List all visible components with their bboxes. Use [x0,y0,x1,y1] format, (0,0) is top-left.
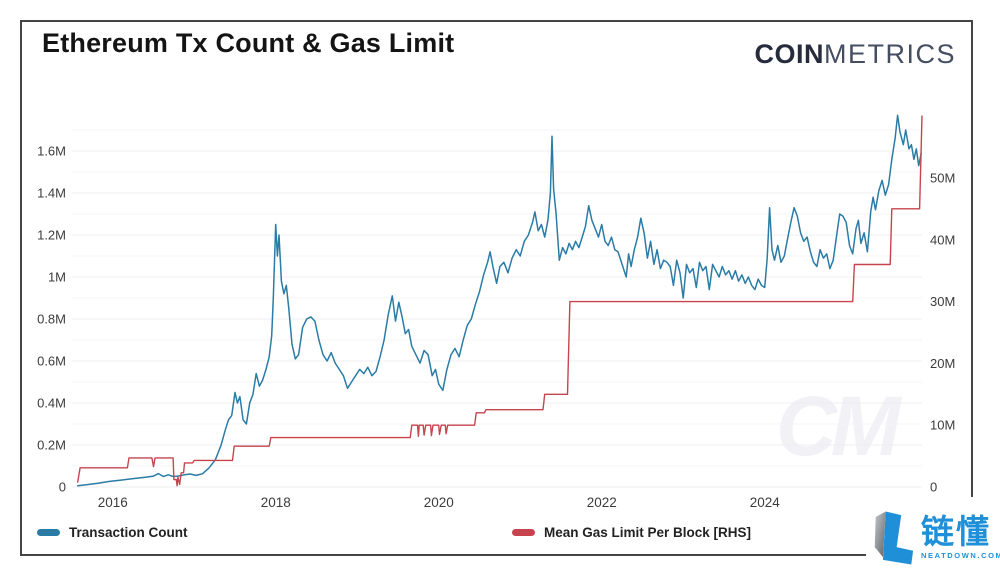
y-left-tick-label: 0.6M [37,353,66,368]
y-right-tick-label: 40M [930,232,955,247]
y-right-tick-label: 50M [930,170,955,185]
chart-legend: Transaction Count Mean Gas Limit Per Blo… [0,523,1000,543]
x-tick-label: 2020 [424,495,454,510]
neatdown-cjk: 链懂 [921,513,991,551]
neatdown-logo: 链懂 NEATDOWN.COM [866,497,1000,578]
chart-card [20,20,973,556]
x-tick-label: 2024 [750,495,781,510]
brand-coin: COIN [754,39,824,69]
y-left-tick-label: 0.8M [37,311,66,326]
y-right-tick-label: 20M [930,356,955,371]
x-tick-label: 2016 [98,495,128,510]
legend-label: Mean Gas Limit Per Block [RHS] [544,524,752,540]
legend-label: Transaction Count [69,524,188,540]
y-left-tick-label: 1.2M [37,227,66,242]
legend-item-transaction-count: Transaction Count [37,523,188,541]
y-left-tick-label: 0 [59,480,66,495]
y-left-tick-label: 1M [48,269,66,284]
series-line-left [76,114,922,487]
cm-watermark: CM [776,379,901,473]
y-left-tick-label: 1.6M [37,143,66,158]
x-tick-label: 2018 [261,495,291,510]
y-left-tick-label: 0.2M [37,437,66,452]
legend-swatch-blue [37,528,60,536]
x-tick-label: 2022 [587,495,617,510]
neatdown-text: 链懂 NEATDOWN.COM [921,515,1000,560]
y-right-tick-label: 0 [930,480,937,495]
coinmetrics-logo: COINMETRICS [755,39,957,70]
neatdown-site: NEATDOWN.COM [921,551,1000,561]
chart-title: Ethereum Tx Count & Gas Limit [42,28,455,58]
neatdown-l-icon [874,511,914,564]
y-right-tick-label: 30M [930,294,955,309]
series-line-right [76,115,923,487]
legend-item-gas-limit: Mean Gas Limit Per Block [RHS] [512,523,751,541]
y-left-tick-label: 1.4M [37,185,66,200]
legend-swatch-red [512,528,535,536]
y-left-tick-label: 0.4M [37,395,66,410]
brand-metrics: METRICS [824,39,956,69]
y-right-tick-label: 10M [930,418,955,433]
